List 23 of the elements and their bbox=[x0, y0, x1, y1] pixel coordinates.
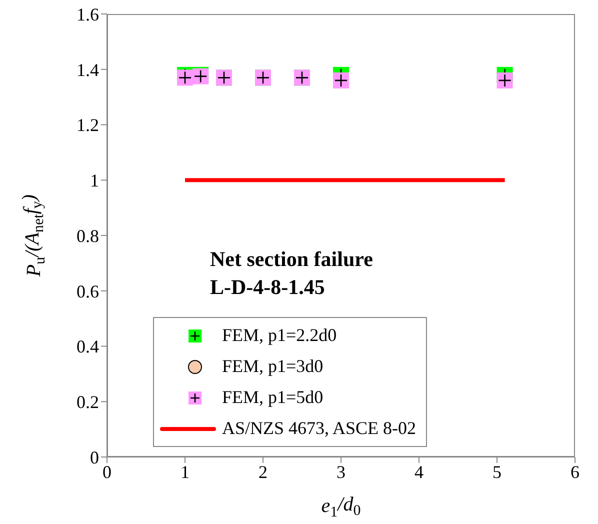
y-tick-label: 0.6 bbox=[76, 281, 99, 302]
y-tick-label: 1 bbox=[90, 170, 99, 191]
y-tick-label: 0.4 bbox=[76, 336, 99, 357]
x-tick-label: 3 bbox=[336, 462, 346, 482]
y-tick-label: 1.4 bbox=[76, 60, 99, 80]
x-axis-title: e$_{1}$/d$_{0}$ bbox=[321, 494, 361, 520]
x-tick-label: 0 bbox=[102, 462, 112, 482]
y-tick-label: 0 bbox=[90, 447, 99, 468]
x-tick-label: 2 bbox=[258, 462, 268, 482]
legend-label: FEM, p1=3d0 bbox=[222, 356, 324, 377]
x-tick-label: 4 bbox=[414, 462, 424, 482]
y-tick-label: 0.8 bbox=[76, 226, 99, 246]
legend-label: FEM, p1=5d0 bbox=[222, 387, 324, 408]
y-tick-label: 1.2 bbox=[76, 115, 99, 136]
x-tick-label: 6 bbox=[570, 462, 580, 482]
annotation: L-D-4-8-1.45 bbox=[210, 274, 326, 301]
y-tick-label: 0.2 bbox=[76, 392, 99, 412]
legend-label: AS/NZS 4673, ASCE 8-02 bbox=[222, 418, 416, 439]
y-tick-label: 1.6 bbox=[76, 4, 99, 24]
x-tick-label: 5 bbox=[492, 462, 502, 482]
annotation: Net section failure bbox=[210, 246, 373, 273]
x-tick-label: 1 bbox=[180, 462, 190, 482]
legend-label: FEM, p1=2.2d0 bbox=[222, 325, 337, 346]
